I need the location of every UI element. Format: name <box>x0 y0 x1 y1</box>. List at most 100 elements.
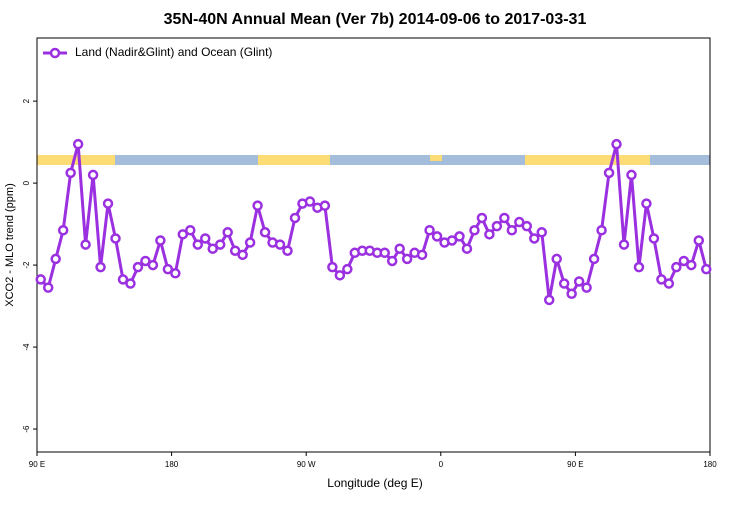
data-point <box>416 249 428 261</box>
data-point <box>170 268 181 279</box>
land-segment <box>430 155 442 161</box>
data-point <box>379 247 390 259</box>
ocean-segment <box>650 155 710 165</box>
data-point <box>461 243 473 254</box>
x-tick-label: 180 <box>165 460 179 469</box>
data-point <box>237 249 248 261</box>
data-point <box>80 239 91 250</box>
data-point <box>581 282 592 293</box>
data-point <box>671 261 682 273</box>
y-axis-label: XCO2 - MLO trend (ppm) <box>4 183 16 306</box>
data-point <box>207 243 218 254</box>
data-point <box>125 278 136 289</box>
data-point <box>140 255 151 267</box>
x-tick-label: 90 E <box>567 460 583 469</box>
data-point <box>446 235 458 246</box>
data-point <box>289 212 301 224</box>
legend-label: Land (Nadir&Glint) and Ocean (Glint) <box>75 45 272 59</box>
data-point <box>588 253 600 265</box>
data-point <box>693 235 705 246</box>
data-point <box>484 229 495 240</box>
data-point <box>117 274 129 285</box>
data-point <box>469 224 480 236</box>
data-point <box>499 212 510 224</box>
data-point <box>319 200 331 211</box>
data-point <box>431 231 443 242</box>
data-point <box>222 227 233 238</box>
land-segment <box>258 155 330 165</box>
y-tick-label: 0 <box>22 180 31 185</box>
data-point <box>177 229 189 240</box>
x-tick-label: 90 E <box>29 460 45 469</box>
land-ocean-band <box>37 155 710 165</box>
y-tick-label: -6 <box>22 425 31 433</box>
x-tick-label: 0 <box>439 460 444 469</box>
y-tick-label: 2 <box>22 98 31 103</box>
y-tick-label: -2 <box>22 261 31 269</box>
data-point <box>185 224 196 236</box>
data-point <box>603 167 615 179</box>
data-point <box>42 282 54 293</box>
data-point <box>87 169 99 181</box>
data-point <box>327 261 338 273</box>
data-point <box>401 253 413 265</box>
legend-marker <box>49 47 61 59</box>
data-point <box>394 243 405 254</box>
data-point <box>506 224 518 236</box>
data-point <box>641 198 652 209</box>
data-point <box>551 253 562 265</box>
x-tick-label: 90 W <box>297 460 316 469</box>
data-point <box>543 294 555 306</box>
data-point <box>611 138 622 150</box>
data-point <box>334 270 346 281</box>
data-point <box>259 227 271 238</box>
x-tick-label: 180 <box>703 460 717 469</box>
data-point <box>35 274 46 285</box>
data-point <box>102 198 114 209</box>
data-point <box>529 233 540 244</box>
data-point <box>573 276 585 287</box>
data-point <box>648 233 660 244</box>
data-point <box>162 263 174 275</box>
data-point <box>566 288 577 300</box>
ocean-segment <box>115 155 258 165</box>
data-point <box>200 233 211 244</box>
data-point <box>50 253 61 265</box>
data-point <box>95 261 106 273</box>
data-point <box>72 138 84 150</box>
plot-frame <box>36 37 711 453</box>
data-point <box>65 167 76 179</box>
data-point <box>110 233 121 244</box>
data-point <box>342 263 353 275</box>
data-point <box>252 200 263 211</box>
land-segment <box>37 155 115 165</box>
data-point <box>386 255 398 267</box>
data-point <box>521 220 533 232</box>
land-segment <box>525 155 650 165</box>
x-axis-label: Longitude (deg E) <box>327 476 422 490</box>
data-point <box>282 245 293 256</box>
data-point <box>476 212 488 224</box>
data-point <box>626 169 637 181</box>
data-point <box>274 239 286 250</box>
data-point <box>244 237 256 248</box>
data-point <box>678 255 690 267</box>
data-point <box>454 231 465 242</box>
chart-title: 35N-40N Annual Mean (Ver 7b) 2014-09-06 … <box>164 11 587 28</box>
data-point <box>147 259 159 271</box>
data-point <box>514 216 525 228</box>
series-line <box>39 143 708 301</box>
y-tick-label: -4 <box>22 343 31 351</box>
data-point <box>701 263 712 275</box>
data-point <box>57 224 69 236</box>
data-point <box>132 261 144 273</box>
data-point <box>536 227 547 238</box>
data-point <box>663 278 675 289</box>
ocean-segment <box>330 155 525 165</box>
data-point <box>304 196 316 207</box>
data-point <box>596 224 607 236</box>
data-point <box>192 239 204 250</box>
data-point <box>229 245 241 256</box>
data-point <box>424 224 435 236</box>
